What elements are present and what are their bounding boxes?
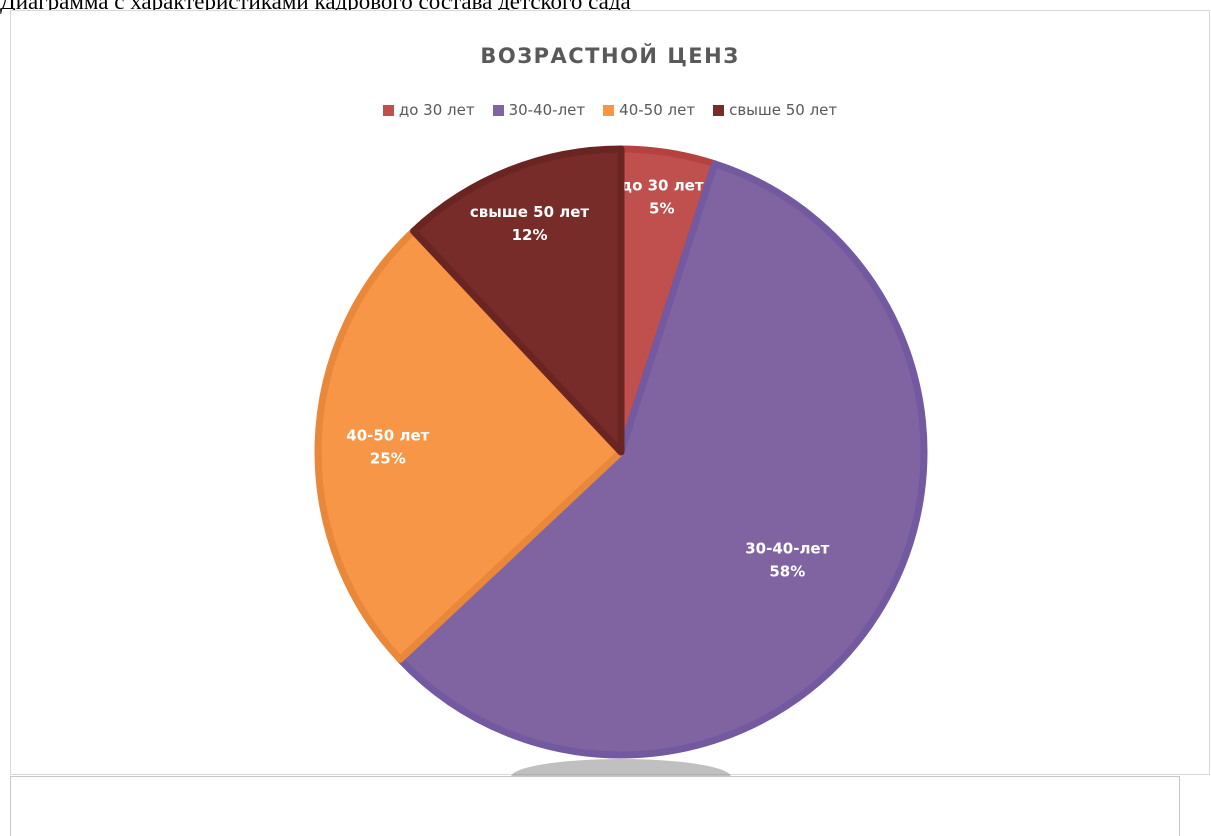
slice-label-40-50: 40-50 лет 25% xyxy=(346,427,429,468)
document-next-box xyxy=(10,776,1180,836)
legend-swatch xyxy=(603,104,615,116)
slice-label-30-40: 30-40-лет 58% xyxy=(745,540,829,581)
legend-item-over-50: свыше 50 лет xyxy=(713,101,837,119)
legend-label: 40-50 лет xyxy=(619,101,696,119)
chart-legend: до 30 лет 30-40-лет 40-50 лет свыше 50 л… xyxy=(11,101,1209,119)
legend-label: до 30 лет xyxy=(398,101,475,119)
pie-chart: до 30 лет 5% 30-40-лет 58% 40-50 лет 25% свыше… xyxy=(314,145,928,776)
pie-slice-over-50 xyxy=(410,145,625,456)
legend-item-under-30: до 30 лет xyxy=(382,101,475,119)
pie-slice-40-50 xyxy=(314,227,625,663)
chart-frame: ВОЗРАСТНОЙ ЦЕНЗ до 30 лет 30-40-лет 40-5… xyxy=(10,10,1210,776)
slice-label-over-50: свыше 50 лет 12% xyxy=(470,203,590,244)
legend-swatch xyxy=(382,104,394,116)
legend-item-30-40: 30-40-лет xyxy=(492,101,586,119)
legend-label: свыше 50 лет xyxy=(729,101,838,119)
legend-swatch xyxy=(713,104,725,116)
legend-item-40-50: 40-50 лет xyxy=(603,101,695,119)
pie-shadow xyxy=(511,759,731,776)
chart-title: ВОЗРАСТНОЙ ЦЕНЗ xyxy=(480,44,740,68)
pie-slice-30-40 xyxy=(396,160,928,759)
legend-label: 30-40-лет xyxy=(508,101,586,119)
slice-label-under-30: до 30 лет 5% xyxy=(620,177,704,218)
legend-swatch xyxy=(492,104,504,116)
